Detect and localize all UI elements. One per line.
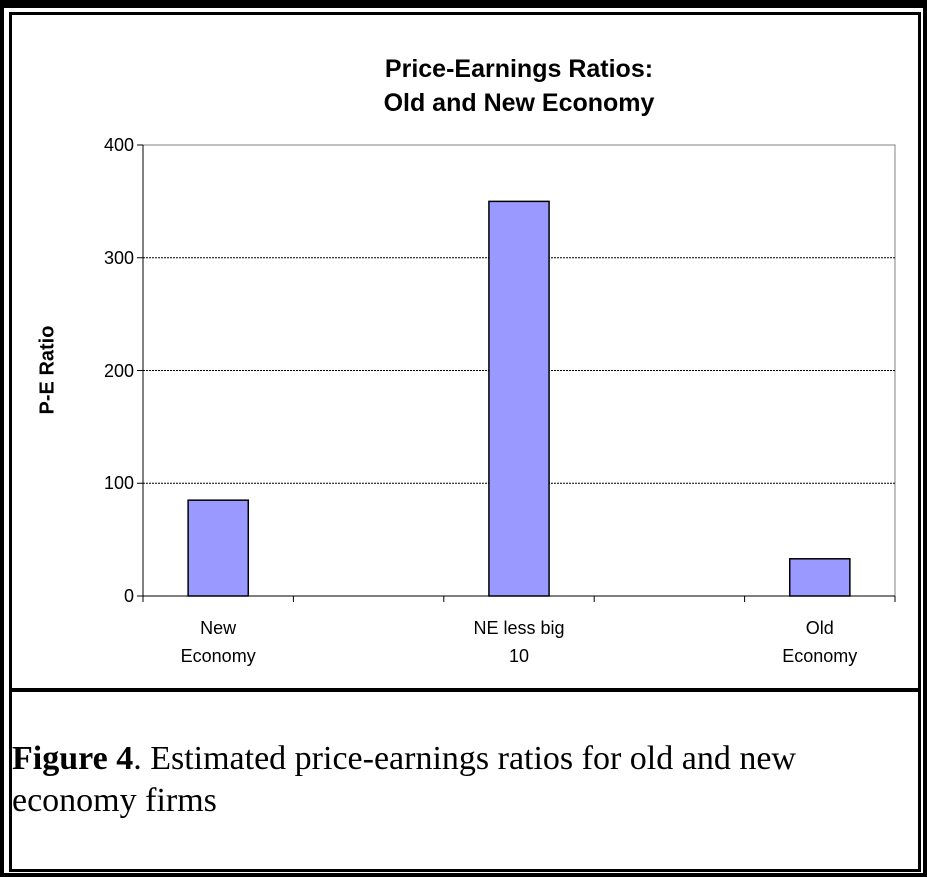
divider [9, 688, 921, 692]
bar [788, 558, 851, 597]
y-axis-label: P-E Ratio [36, 325, 59, 415]
x-tick-label: New Economy [180, 618, 256, 666]
y-tick-label: 400 [103, 135, 134, 155]
x-tick-label: NE less big 10 [473, 618, 565, 666]
inner-frame [9, 12, 921, 872]
caption-label: Figure 4 [12, 740, 134, 777]
y-tick-label: 300 [103, 247, 134, 268]
x-tick-label: Old Economy [782, 618, 858, 666]
y-tick-label: 100 [103, 473, 134, 494]
y-tick-label: 0 [123, 586, 134, 606]
caption-text: . Estimated price-earnings ratios for ol… [12, 740, 796, 819]
chart-title: Price-Earnings Ratios: Old and New Econo… [383, 55, 655, 117]
y-tick-label: 200 [103, 360, 134, 381]
bar [488, 200, 550, 597]
caption: Figure 4. Estimated price-earnings ratio… [12, 738, 912, 822]
bar [187, 499, 250, 597]
